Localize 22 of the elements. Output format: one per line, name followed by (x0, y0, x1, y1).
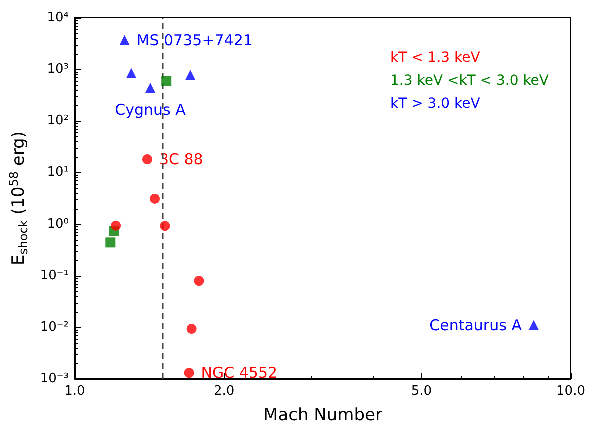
y-axis-title: Eshock (1058 erg) (7, 132, 30, 266)
x-tick-label: 10.0 (556, 384, 586, 399)
y-tick-label: 10⁻¹ (40, 268, 69, 284)
y-tick-label: 10⁴ (47, 10, 69, 26)
x-tick-label: 2.0 (214, 384, 235, 399)
y-tick-label: 10⁰ (47, 216, 69, 232)
annotation: NGC 4552 (201, 364, 278, 382)
x-axis-title: Mach Number (264, 406, 382, 426)
y-tick-label: 10⁻² (40, 320, 69, 335)
y-tick-label: 10¹ (47, 165, 69, 180)
text: kT > 3.0 keV (390, 96, 481, 112)
text: 1.3 keV <kT < 3.0 keV (390, 73, 550, 89)
annotation: MS 0735+7421 (136, 31, 253, 50)
x-tick-label: 5.0 (411, 384, 432, 399)
annotation: Centaurus A (430, 316, 523, 334)
annotation: 3C 88 (159, 150, 204, 169)
annotation: Cygnus A (115, 100, 187, 119)
x-tick-label: 1.0 (64, 384, 86, 399)
text: kT < 1.3 keV (390, 50, 481, 66)
y-tick-label: 10³ (47, 62, 69, 78)
y-tick-label: 10⁻³ (40, 372, 69, 386)
y-tick-label: 10² (47, 114, 69, 129)
